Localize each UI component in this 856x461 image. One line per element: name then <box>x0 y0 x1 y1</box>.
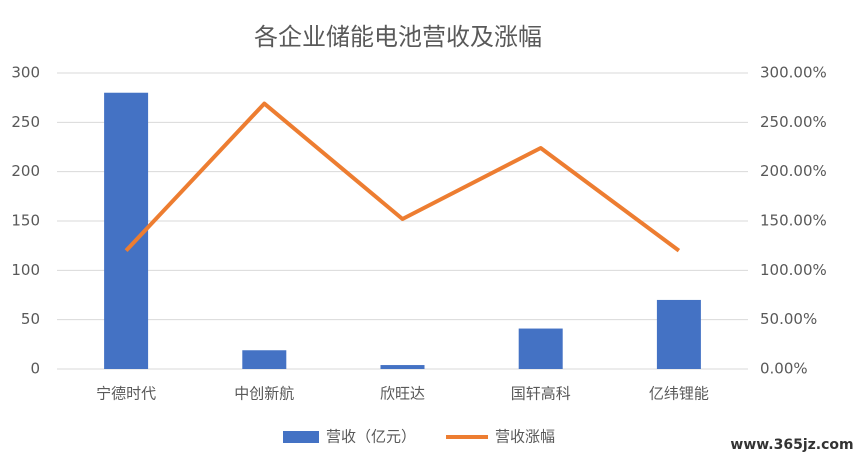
y2-tick-label: 100.00% <box>760 261 827 279</box>
y-tick-label: 300 <box>11 64 40 82</box>
y2-tick-label: 150.00% <box>760 212 827 230</box>
y-tick-label: 150 <box>11 212 40 230</box>
x-tick-label: 中创新航 <box>234 385 294 403</box>
y-tick-label: 100 <box>11 261 40 279</box>
legend-label: 营收涨幅 <box>495 428 555 446</box>
legend-label: 营收（亿元） <box>326 428 416 446</box>
y2-tick-label: 300.00% <box>760 64 827 82</box>
bar <box>242 350 287 369</box>
bar <box>518 328 563 369</box>
y-tick-label: 250 <box>11 113 40 131</box>
y2-tick-label: 250.00% <box>760 113 827 131</box>
y2-tick-label: 50.00% <box>760 310 817 328</box>
bar <box>380 365 425 369</box>
y2-tick-label: 200.00% <box>760 162 827 180</box>
y-tick-label: 50 <box>21 310 40 328</box>
x-tick-label: 欣旺达 <box>380 385 425 403</box>
bar <box>656 299 701 369</box>
x-tick-label: 国轩高科 <box>511 385 571 403</box>
watermark: www.365jz.com <box>730 437 853 453</box>
y-tick-label: 0 <box>30 360 40 378</box>
y-tick-label: 200 <box>11 162 40 180</box>
line <box>124 101 681 253</box>
chart-title: 各企业储能电池营收及涨幅 <box>254 23 542 51</box>
x-tick-label: 亿纬锂能 <box>649 385 709 403</box>
legend-swatch <box>283 431 319 443</box>
bar <box>104 92 149 369</box>
x-tick-label: 宁德时代 <box>96 385 156 403</box>
y2-tick-label: 0.00% <box>760 360 808 378</box>
